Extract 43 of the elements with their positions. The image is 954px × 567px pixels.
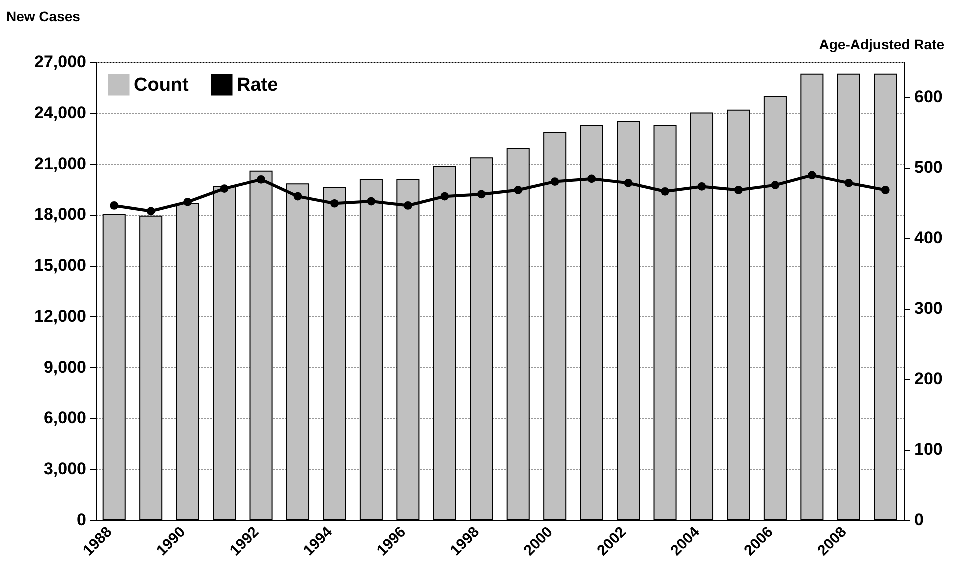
y2-tick-label: 300: [914, 299, 943, 318]
point: [808, 171, 816, 180]
point: [734, 186, 743, 194]
y-tick-label: 6,000: [44, 408, 86, 428]
y2-tick-label: 500: [914, 158, 943, 178]
y-tick-label: 27,000: [34, 52, 86, 72]
point: [294, 192, 302, 201]
legend-label: Count: [134, 75, 190, 96]
point: [330, 199, 339, 208]
point: [367, 197, 376, 206]
y-axis-title: New Cases: [6, 8, 81, 24]
point: [514, 186, 523, 194]
y-tick-label: 21,000: [34, 154, 86, 174]
y-tick-label: 3,000: [44, 460, 86, 479]
y2-axis-title: Age-Adjusted Rate: [819, 36, 945, 52]
point: [661, 187, 670, 196]
y-tick-label: 0: [77, 510, 86, 530]
point: [440, 192, 450, 201]
point: [588, 174, 596, 184]
point: [257, 175, 266, 184]
y2-tick-label: 400: [914, 228, 943, 248]
point: [110, 202, 119, 210]
point: [844, 179, 854, 188]
y-tick-label: 24,000: [34, 103, 86, 122]
point: [404, 202, 412, 210]
point: [220, 184, 229, 194]
y2-tick-label: 100: [914, 440, 943, 460]
y2-tick-label: 0: [914, 510, 924, 530]
y2-tick-label: 600: [914, 88, 943, 107]
point: [771, 181, 780, 190]
point: [624, 179, 633, 188]
y-tick-label: 18,000: [34, 205, 86, 224]
y2-tick-label: 200: [914, 370, 943, 389]
point: [881, 186, 890, 194]
point: [477, 190, 486, 199]
point: [550, 178, 560, 186]
point: [184, 198, 192, 206]
y-tick-label: 12,000: [34, 306, 86, 326]
y-tick-label: 15,000: [34, 256, 86, 276]
legend-label: Rate: [237, 75, 278, 96]
point: [698, 182, 706, 191]
y-tick-label: 9,000: [44, 358, 86, 377]
point: [146, 207, 156, 216]
